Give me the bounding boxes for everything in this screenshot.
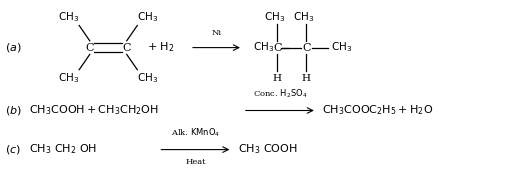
Text: C: C [86,43,94,53]
Text: $+\ \mathrm{H_2}$: $+\ \mathrm{H_2}$ [147,41,175,55]
Text: $\mathrm{CH_3}$: $\mathrm{CH_3}$ [331,41,352,55]
Text: Alk. $\mathrm{KMnO_4}$: Alk. $\mathrm{KMnO_4}$ [171,127,220,139]
Text: $\mathrm{CH_3COOC_2H_5 + H_2O}$: $\mathrm{CH_3COOC_2H_5 + H_2O}$ [322,104,433,117]
Text: $\mathrm{CH_3\ COOH}$: $\mathrm{CH_3\ COOH}$ [238,143,297,157]
Text: $(a)$: $(a)$ [5,41,22,54]
Text: H: H [301,74,311,83]
Text: $\mathrm{CH_3}$: $\mathrm{CH_3}$ [253,41,275,55]
Text: Ni: Ni [212,29,221,37]
Text: $\mathrm{CH_3\ CH_2\ OH}$: $\mathrm{CH_3\ CH_2\ OH}$ [29,143,97,157]
Text: $\mathrm{CH_3}$: $\mathrm{CH_3}$ [137,10,158,24]
Text: C: C [122,43,131,53]
Text: $\mathrm{CH_3}$: $\mathrm{CH_3}$ [264,10,285,24]
Text: C: C [302,43,310,53]
Text: $\mathrm{CH_3}$: $\mathrm{CH_3}$ [137,71,158,85]
Text: Conc. $\mathrm{H_2SO_4}$: Conc. $\mathrm{H_2SO_4}$ [252,88,307,100]
Text: Heat: Heat [185,158,205,166]
Text: $\mathrm{CH_3}$: $\mathrm{CH_3}$ [293,10,314,24]
Text: $\mathrm{CH_3COOH + CH_3CH_2OH}$: $\mathrm{CH_3COOH + CH_3CH_2OH}$ [29,104,159,117]
Text: $\mathrm{CH_3}$: $\mathrm{CH_3}$ [58,10,79,24]
Text: $(c)$: $(c)$ [5,143,21,156]
Text: $(b)$: $(b)$ [5,104,22,117]
Text: C: C [273,43,281,53]
Text: $\mathrm{CH_3}$: $\mathrm{CH_3}$ [58,71,79,85]
Text: H: H [272,74,282,83]
